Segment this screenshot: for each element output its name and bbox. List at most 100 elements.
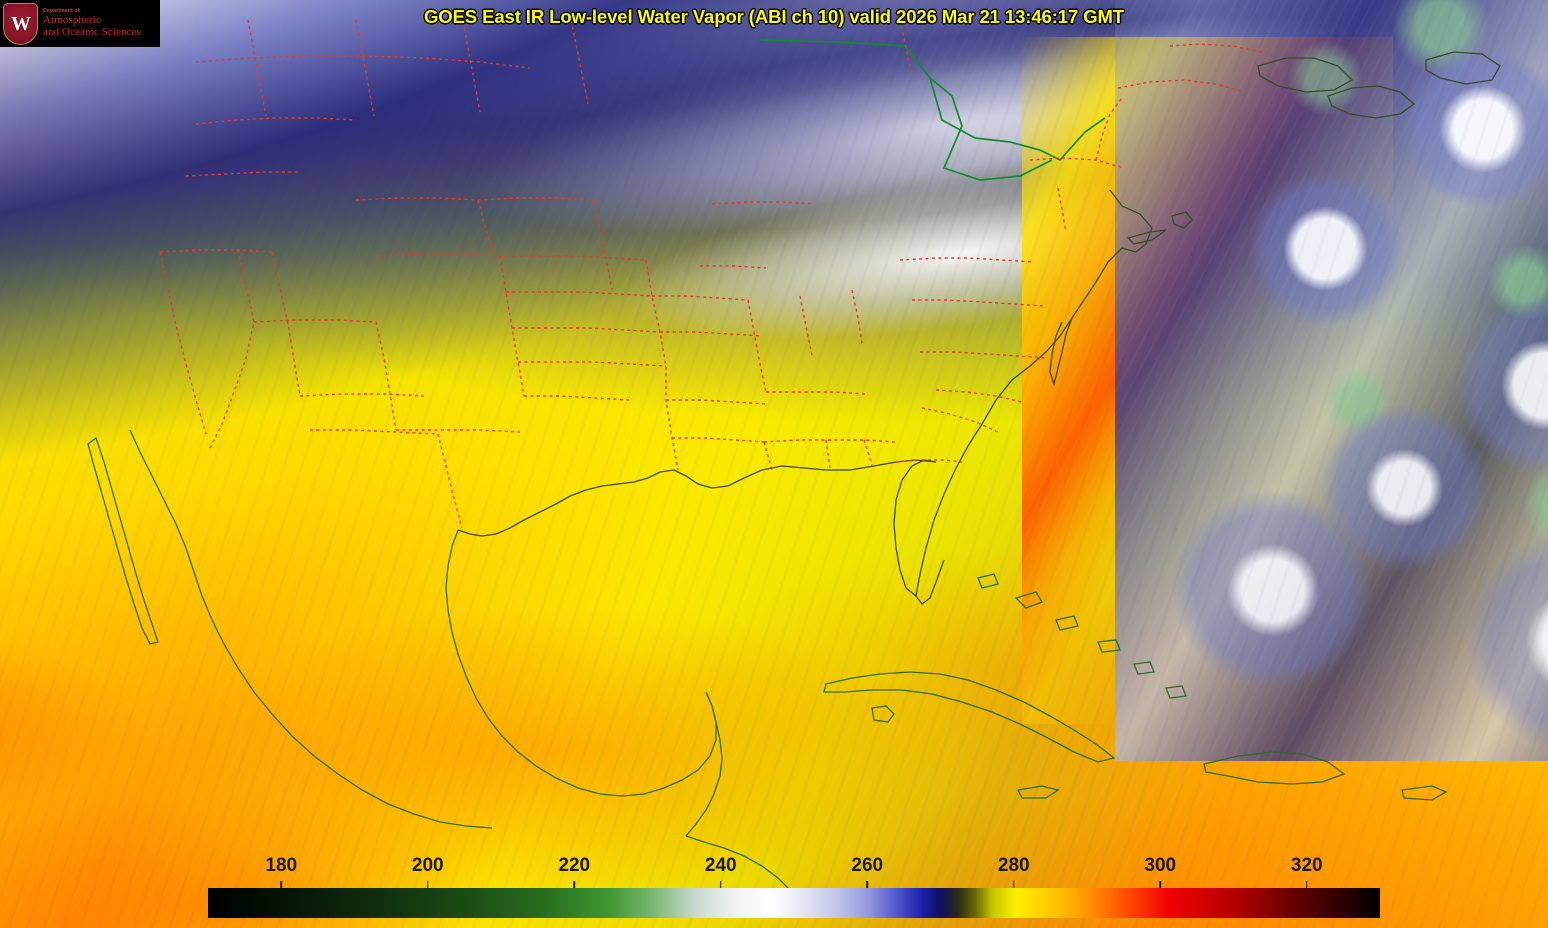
province-border-north-line — [196, 56, 530, 68]
great-lakes-border — [930, 78, 1052, 180]
state-border-mo-ar — [666, 400, 766, 404]
bahamas-4 — [1134, 662, 1154, 674]
province-border-sk-mb — [462, 16, 480, 112]
logo-line-2: and Oceanic Sciences — [43, 26, 141, 39]
state-border-az-nm — [310, 430, 438, 434]
gulf-st-lawrence — [1258, 58, 1352, 92]
province-border-on-qc — [900, 20, 912, 76]
state-border-il-in — [748, 300, 766, 392]
state-border-oh-pa — [852, 290, 862, 344]
bahamas-2 — [1056, 616, 1078, 630]
state-border-ar-la — [672, 438, 764, 442]
state-border-ks-ok — [518, 362, 666, 366]
newfoundland — [1426, 52, 1500, 84]
colorbar-label-220: 220 — [558, 855, 591, 876]
state-border-wy-east — [478, 200, 494, 256]
state-border-pacific-nw — [196, 118, 356, 124]
long-island — [1128, 230, 1166, 244]
state-border-nm-north — [396, 430, 520, 432]
state-border-ms-al — [826, 440, 830, 468]
state-border-tn-ms-al — [764, 440, 896, 442]
state-border-al-ga — [864, 440, 872, 466]
state-border-wy-co — [376, 254, 500, 256]
state-border-ca-nv — [210, 250, 254, 448]
state-border-co-east — [500, 256, 524, 396]
state-border-nv-ut-az — [254, 320, 376, 322]
state-border-ca-east — [160, 252, 206, 434]
state-border-in-oh — [800, 296, 812, 356]
logo-text-block: Department of Atmospheric and Oceanic Sc… — [43, 8, 141, 39]
bahamas-3 — [1098, 640, 1120, 652]
state-border-vt-nh — [1058, 188, 1066, 232]
colorbar-tick-320 — [1305, 881, 1308, 888]
state-border-id-nv-ut — [272, 252, 300, 396]
bahamas-1 — [1016, 592, 1042, 608]
state-border-or-ca — [160, 250, 272, 252]
colorbar-labels: 180 200 220 240 260 280 300 320 — [208, 855, 1380, 881]
colorbar-label-180: 180 — [265, 855, 298, 876]
isla-de-la-juventud — [872, 706, 894, 722]
colorbar-tick-200 — [426, 881, 429, 888]
mexico-west-coast — [130, 430, 492, 828]
baja-california — [88, 438, 158, 644]
mexico-east-coast-yucatan — [446, 530, 716, 796]
colorbar-gradient — [208, 888, 1380, 918]
cape-cod — [1172, 212, 1192, 228]
state-border-ut-az — [300, 394, 424, 396]
province-border-maritime — [1118, 80, 1244, 92]
puerto-rico — [1402, 786, 1446, 800]
province-border-ab-sk — [356, 20, 374, 116]
florida-peninsula — [894, 460, 936, 596]
bahamas-5 — [1166, 686, 1186, 698]
gulf-coast — [458, 460, 936, 536]
colorbar-label-300: 300 — [1144, 855, 1177, 876]
state-border-co-west — [376, 322, 396, 430]
state-border-nm-tx — [438, 434, 462, 528]
hispaniola — [1204, 752, 1344, 784]
state-border-wa-or — [186, 172, 300, 176]
state-border-nd-sd — [500, 256, 646, 260]
colorbar-tick-220 — [573, 881, 576, 888]
bahamas-6 — [978, 574, 998, 588]
province-border-bc-ab — [248, 20, 266, 116]
state-border-sd-ne — [506, 292, 652, 296]
state-border-me-nh — [1096, 98, 1122, 160]
state-border-mi-upper — [712, 202, 814, 204]
colorbar: 180 200 220 240 260 280 300 320 — [208, 855, 1380, 918]
uw-aos-logo: W Department of Atmospheric and Oceanic … — [0, 0, 160, 47]
state-border-wi-il — [700, 266, 766, 268]
us-east-coast — [916, 190, 1152, 604]
colorbar-label-280: 280 — [997, 855, 1030, 876]
colorbar-tick-240 — [719, 881, 722, 888]
state-border-ia-mo — [660, 332, 762, 336]
crest-letter: W — [11, 12, 31, 35]
colorbar-label-240: 240 — [704, 855, 737, 876]
state-border-ne-ks — [512, 328, 660, 332]
state-border-la-ms — [764, 442, 772, 470]
province-border-qc-nb — [1170, 44, 1262, 52]
colorbar-label-200: 200 — [411, 855, 444, 876]
colorbar-ticks — [208, 881, 1380, 888]
state-border-mt-wy — [356, 198, 478, 200]
nova-scotia — [1328, 86, 1414, 118]
colorbar-label-320: 320 — [1290, 855, 1323, 876]
colorbar-tick-180 — [280, 881, 283, 888]
chesapeake-bay — [1050, 318, 1072, 384]
state-border-ok-tx-panhandle — [524, 396, 630, 400]
yucatan-peninsula-east — [686, 692, 722, 836]
province-border-mb-on — [570, 14, 588, 104]
colorbar-tick-260 — [866, 881, 869, 888]
state-border-va-nc — [920, 352, 1046, 358]
us-canada-border — [760, 40, 1105, 160]
colorbar-tick-300 — [1159, 881, 1162, 888]
state-border-ky-tn — [766, 392, 866, 394]
jamaica — [1018, 786, 1058, 798]
colorbar-tick-280 — [1012, 881, 1015, 888]
logo-line-1: Atmospheric — [43, 14, 101, 27]
state-border-ny-pa — [900, 258, 1034, 262]
colorbar-label-260: 260 — [851, 855, 884, 876]
